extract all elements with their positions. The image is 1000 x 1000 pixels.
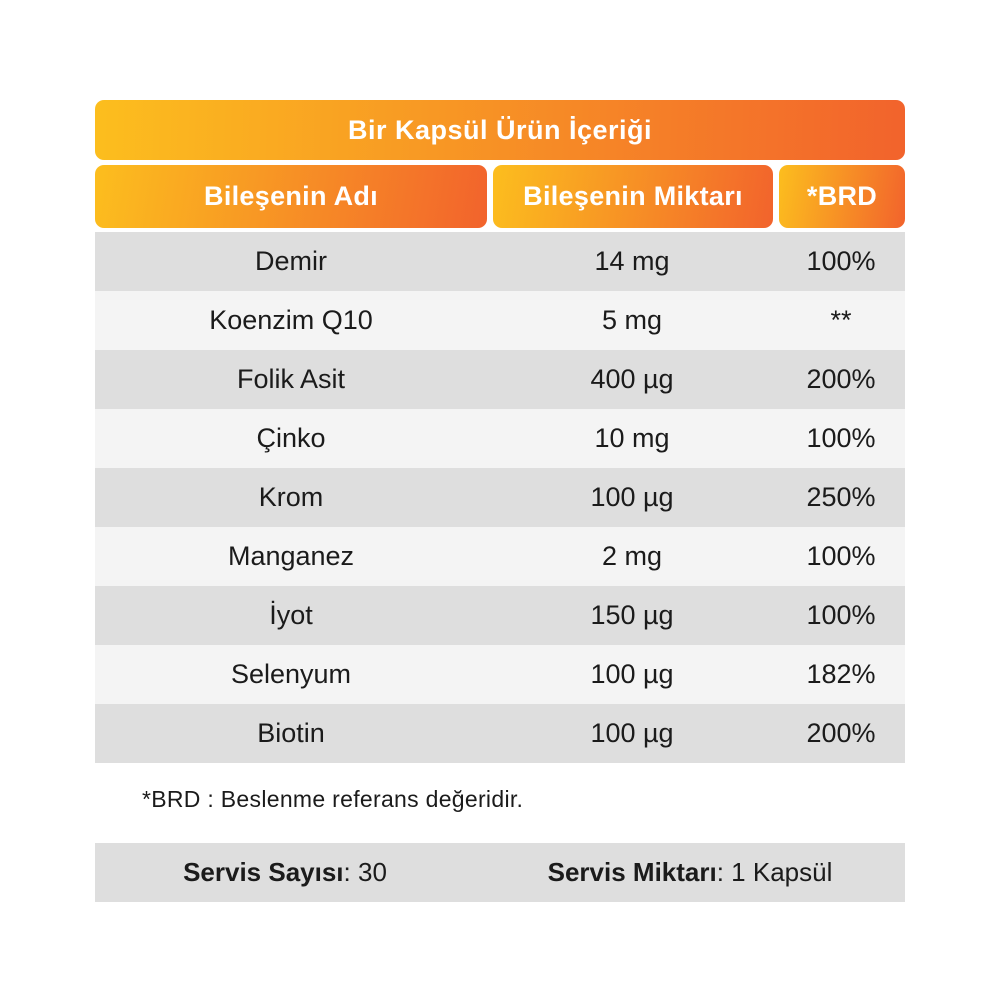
ingredient-name: Krom bbox=[258, 482, 324, 512]
table-body: Demir 14 mg 100% Koenzim Q10 5 mg ** Fol… bbox=[95, 232, 905, 763]
ingredient-brd: 182% bbox=[806, 659, 876, 689]
column-header-ingredient-name: Bileşenin Adı bbox=[95, 165, 487, 228]
serving-amount-label: Servis Miktarı bbox=[547, 857, 717, 887]
ingredient-name: Biotin bbox=[257, 718, 325, 748]
table-row: Folik Asit 400 µg 200% bbox=[95, 350, 905, 409]
ingredient-name: Manganez bbox=[227, 541, 355, 571]
ingredient-name: Koenzim Q10 bbox=[209, 305, 373, 335]
serving-count-label: Servis Sayısı bbox=[183, 857, 344, 887]
ingredient-brd: 250% bbox=[806, 482, 876, 512]
ingredient-brd: 200% bbox=[806, 718, 876, 748]
serving-amount: Servis Miktarı: 1 Kapsül bbox=[475, 857, 905, 888]
ingredient-amount: 100 µg bbox=[590, 718, 674, 748]
ingredient-amount: 400 µg bbox=[590, 364, 674, 394]
ingredient-brd: 100% bbox=[806, 541, 876, 571]
table-row: Biotin 100 µg 200% bbox=[95, 704, 905, 763]
table-title-bar: Bir Kapsül Ürün İçeriği bbox=[95, 100, 905, 160]
ingredient-amount: 2 mg bbox=[601, 541, 663, 571]
ingredient-brd: 100% bbox=[806, 600, 876, 630]
table-header-row: Bileşenin Adı Bileşenin Miktarı *BRD bbox=[95, 165, 905, 228]
ingredient-amount: 150 µg bbox=[590, 600, 674, 630]
serving-count: Servis Sayısı: 30 bbox=[95, 857, 475, 888]
ingredient-name: Demir bbox=[255, 246, 327, 276]
ingredient-brd: 100% bbox=[806, 246, 876, 276]
ingredient-amount: 10 mg bbox=[594, 423, 670, 453]
ingredient-amount: 5 mg bbox=[601, 305, 663, 335]
table-row: İyot 150 µg 100% bbox=[95, 586, 905, 645]
column-header-brd: *BRD bbox=[779, 165, 905, 228]
serving-amount-value: : 1 Kapsül bbox=[716, 857, 833, 887]
ingredient-amount: 14 mg bbox=[594, 246, 670, 276]
table-row: Demir 14 mg 100% bbox=[95, 232, 905, 291]
serving-count-value: : 30 bbox=[343, 857, 387, 887]
ingredient-amount: 100 µg bbox=[590, 659, 674, 689]
ingredient-name: Folik Asit bbox=[236, 364, 346, 394]
column-header-ingredient-amount: Bileşenin Miktarı bbox=[493, 165, 773, 228]
table-row: Manganez 2 mg 100% bbox=[95, 527, 905, 586]
table-row: Koenzim Q10 5 mg ** bbox=[95, 291, 905, 350]
ingredient-name: Çinko bbox=[256, 423, 326, 453]
ingredient-name: İyot bbox=[269, 600, 313, 630]
brd-footnote: *BRD : Beslenme referans değeridir. bbox=[142, 786, 524, 812]
table-title: Bir Kapsül Ürün İçeriği bbox=[347, 114, 653, 145]
ingredient-amount: 100 µg bbox=[590, 482, 674, 512]
ingredient-brd: 100% bbox=[806, 423, 876, 453]
serving-info-bar: Servis Sayısı: 30 Servis Miktarı: 1 Kaps… bbox=[95, 843, 905, 902]
table-row: Selenyum 100 µg 182% bbox=[95, 645, 905, 704]
ingredient-name: Selenyum bbox=[230, 659, 352, 689]
table-row: Çinko 10 mg 100% bbox=[95, 409, 905, 468]
ingredients-table: Bir Kapsül Ürün İçeriği Bileşenin Adı Bi… bbox=[95, 100, 905, 902]
table-row: Krom 100 µg 250% bbox=[95, 468, 905, 527]
ingredient-brd: 200% bbox=[806, 364, 876, 394]
ingredient-brd: ** bbox=[830, 305, 852, 335]
